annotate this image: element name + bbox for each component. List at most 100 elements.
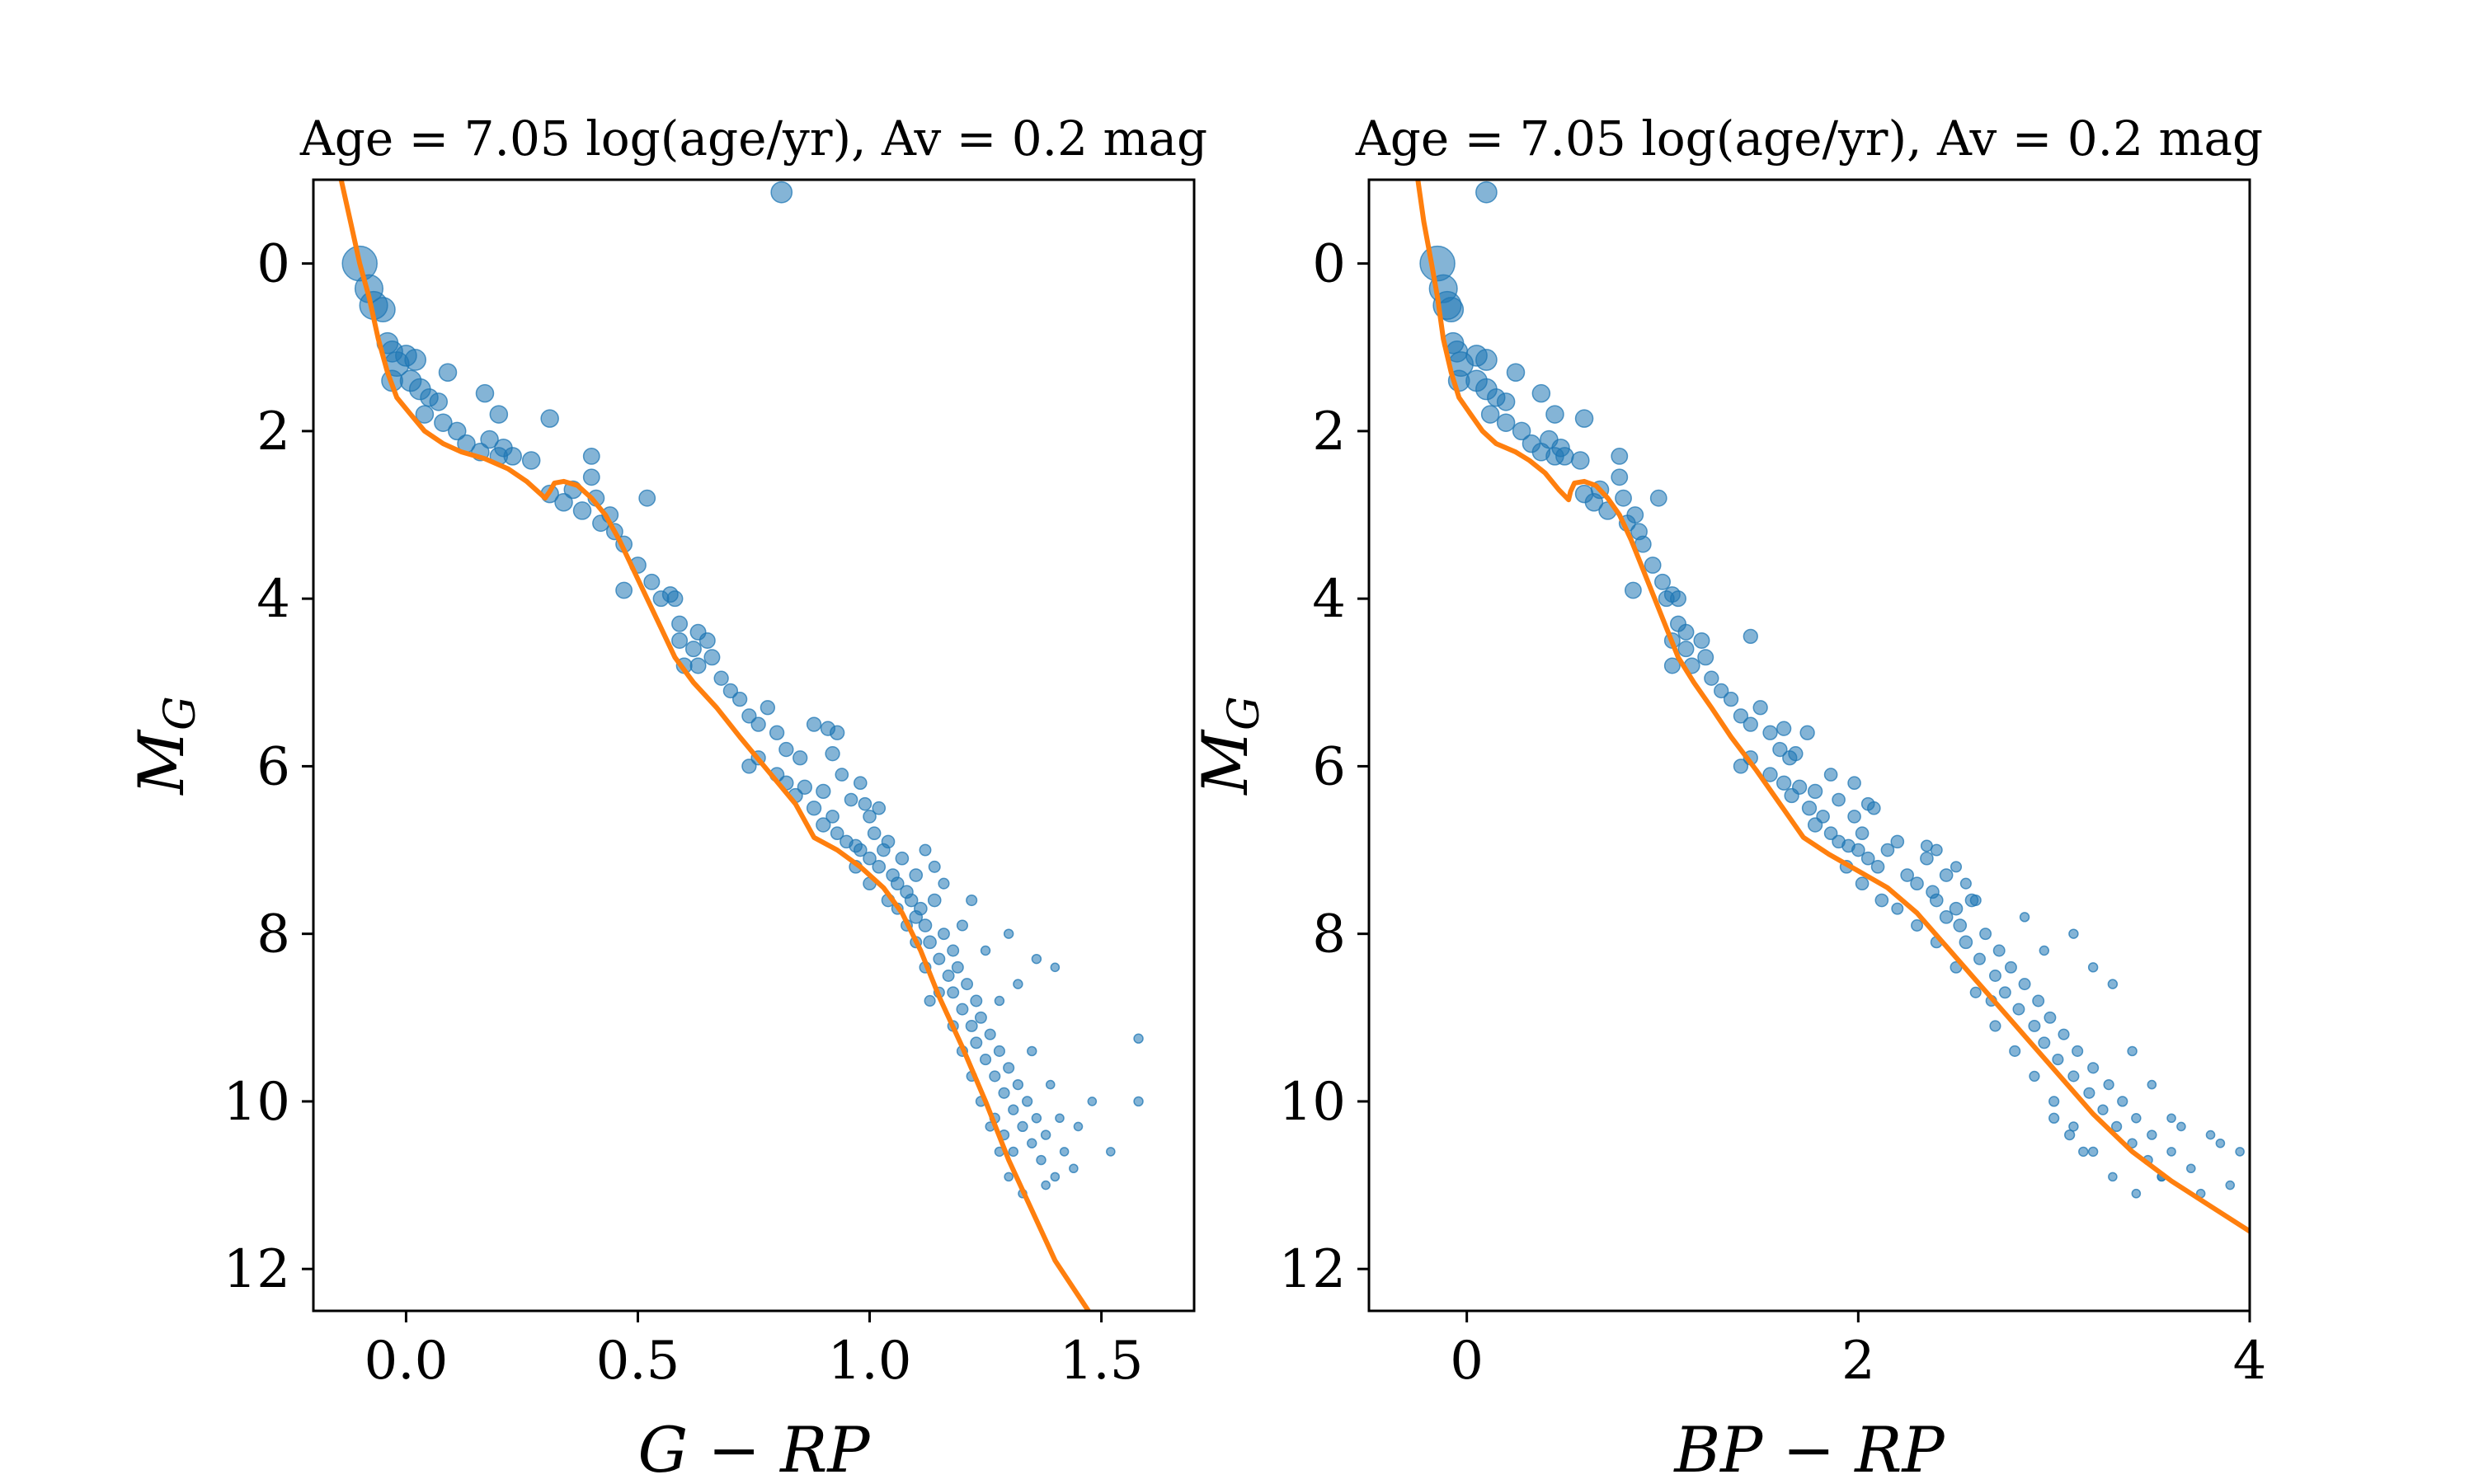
right-star-point bbox=[1551, 438, 1570, 458]
left-star-point bbox=[770, 181, 793, 204]
left-star-point bbox=[966, 894, 978, 907]
right-star-point bbox=[1860, 851, 1875, 866]
left-star-point bbox=[741, 708, 757, 724]
right-star-point bbox=[2067, 1070, 2080, 1082]
left-star-point bbox=[835, 768, 849, 782]
right-star-point bbox=[1880, 843, 1895, 857]
right-x-axis-label: BP − RP bbox=[1672, 1413, 1945, 1484]
right-star-point bbox=[2028, 1019, 2041, 1032]
right-star-point bbox=[1847, 776, 1861, 791]
left-star-point bbox=[853, 776, 868, 791]
right-star-point bbox=[2058, 1028, 2070, 1040]
right-star-point bbox=[1571, 451, 1590, 470]
left-star-point bbox=[989, 1070, 1001, 1082]
right-star-point bbox=[1959, 935, 1973, 950]
right-star-point bbox=[2176, 1121, 2186, 1132]
right-star-point bbox=[1989, 1020, 2001, 1032]
left-star-point bbox=[937, 928, 950, 941]
right-star-point bbox=[1891, 902, 1904, 915]
right-star-point bbox=[1669, 590, 1686, 608]
left-y-tick-label: 2 bbox=[256, 402, 290, 463]
left-star-point bbox=[825, 746, 840, 762]
left-star-point bbox=[924, 994, 936, 1007]
right-star-point bbox=[2068, 1121, 2079, 1132]
left-y-tick-label: 8 bbox=[256, 904, 290, 965]
right-star-point bbox=[2110, 1120, 2123, 1133]
right-star-point bbox=[2103, 1078, 2114, 1091]
right-star-point bbox=[2019, 912, 2030, 923]
left-star-point bbox=[816, 783, 831, 800]
right-panel: Age = 7.05 log(age/yr), Av = 0.2 mag 0 2 4… bbox=[1188, 110, 2266, 1484]
right-star-point bbox=[1874, 893, 1889, 908]
right-star-point bbox=[1973, 952, 1986, 965]
left-star-point bbox=[489, 405, 509, 424]
right-isochrone-line bbox=[1415, 180, 2250, 1234]
left-star-point bbox=[731, 691, 748, 707]
right-star-point bbox=[1743, 628, 1758, 645]
left-star-point bbox=[797, 779, 812, 795]
right-star-point bbox=[2235, 1147, 2245, 1157]
left-y-tick-label: 6 bbox=[256, 736, 290, 797]
left-star-point bbox=[615, 581, 633, 599]
left-star-point bbox=[494, 438, 513, 458]
right-star-point bbox=[1475, 349, 1498, 371]
right-star-point bbox=[1969, 894, 1982, 907]
right-star-point bbox=[1823, 768, 1838, 782]
left-star-point bbox=[582, 468, 600, 486]
right-star-point bbox=[2032, 994, 2045, 1007]
left-plot-area bbox=[338, 180, 1144, 1311]
right-x-tick-label: 4 bbox=[2233, 1331, 2267, 1392]
right-star-point bbox=[2009, 1045, 2021, 1057]
right-star-point bbox=[1663, 657, 1681, 674]
right-star-point bbox=[2131, 1188, 2142, 1199]
left-star-point bbox=[1073, 1121, 1084, 1132]
right-y-tick-label: 8 bbox=[1312, 904, 1346, 965]
right-star-point bbox=[1733, 708, 1749, 724]
left-y-tick-label: 12 bbox=[223, 1239, 290, 1300]
right-star-point bbox=[2038, 1036, 2051, 1050]
right-star-point bbox=[1929, 893, 1944, 908]
left-star-point bbox=[1045, 1079, 1056, 1090]
left-star-point bbox=[722, 683, 739, 699]
left-star-point bbox=[947, 944, 960, 957]
left-star-point bbox=[1012, 1078, 1024, 1091]
right-star-point bbox=[2166, 1113, 2176, 1124]
left-star-point bbox=[867, 826, 882, 841]
left-star-point bbox=[933, 952, 946, 965]
right-star-point bbox=[2127, 1045, 2138, 1057]
left-star-point bbox=[965, 1019, 978, 1032]
right-star-point bbox=[1654, 573, 1671, 590]
left-star-point bbox=[689, 623, 707, 641]
left-star-point bbox=[1031, 953, 1042, 965]
right-star-point bbox=[2048, 1112, 2060, 1124]
left-star-point bbox=[980, 945, 991, 956]
right-star-point bbox=[1704, 670, 1719, 686]
right-ticks: 0 2 4 0 2 4 6 8 10 12 bbox=[1279, 234, 2267, 1392]
left-star-point bbox=[923, 935, 937, 950]
left-star-point bbox=[1133, 1033, 1144, 1044]
right-star-point bbox=[2072, 1045, 2084, 1057]
left-star-point bbox=[793, 750, 808, 766]
right-star-point bbox=[1776, 775, 1792, 791]
left-star-point bbox=[643, 573, 661, 590]
left-star-point bbox=[830, 826, 844, 841]
left-star-point bbox=[1106, 1147, 1116, 1157]
right-axes-frame bbox=[1367, 178, 2251, 1313]
left-y-axis-label: MG bbox=[125, 696, 205, 796]
right-star-point bbox=[1480, 405, 1500, 424]
right-star-point bbox=[1988, 970, 2001, 982]
right-star-point bbox=[1733, 758, 1749, 774]
left-star-point bbox=[1008, 1104, 1019, 1115]
left-star-point bbox=[572, 501, 592, 520]
right-star-point bbox=[1611, 468, 1629, 486]
right-star-point bbox=[2052, 1054, 2064, 1066]
right-star-point bbox=[1939, 868, 1954, 882]
left-star-point bbox=[927, 893, 942, 908]
left-star-point bbox=[998, 1087, 1010, 1099]
left-star-point bbox=[830, 725, 845, 740]
left-star-point bbox=[956, 919, 968, 932]
right-star-point bbox=[1644, 556, 1662, 574]
right-star-point bbox=[1823, 826, 1838, 841]
left-panel-title: Age = 7.05 log(age/yr), Av = 0.2 mag bbox=[299, 110, 1207, 167]
